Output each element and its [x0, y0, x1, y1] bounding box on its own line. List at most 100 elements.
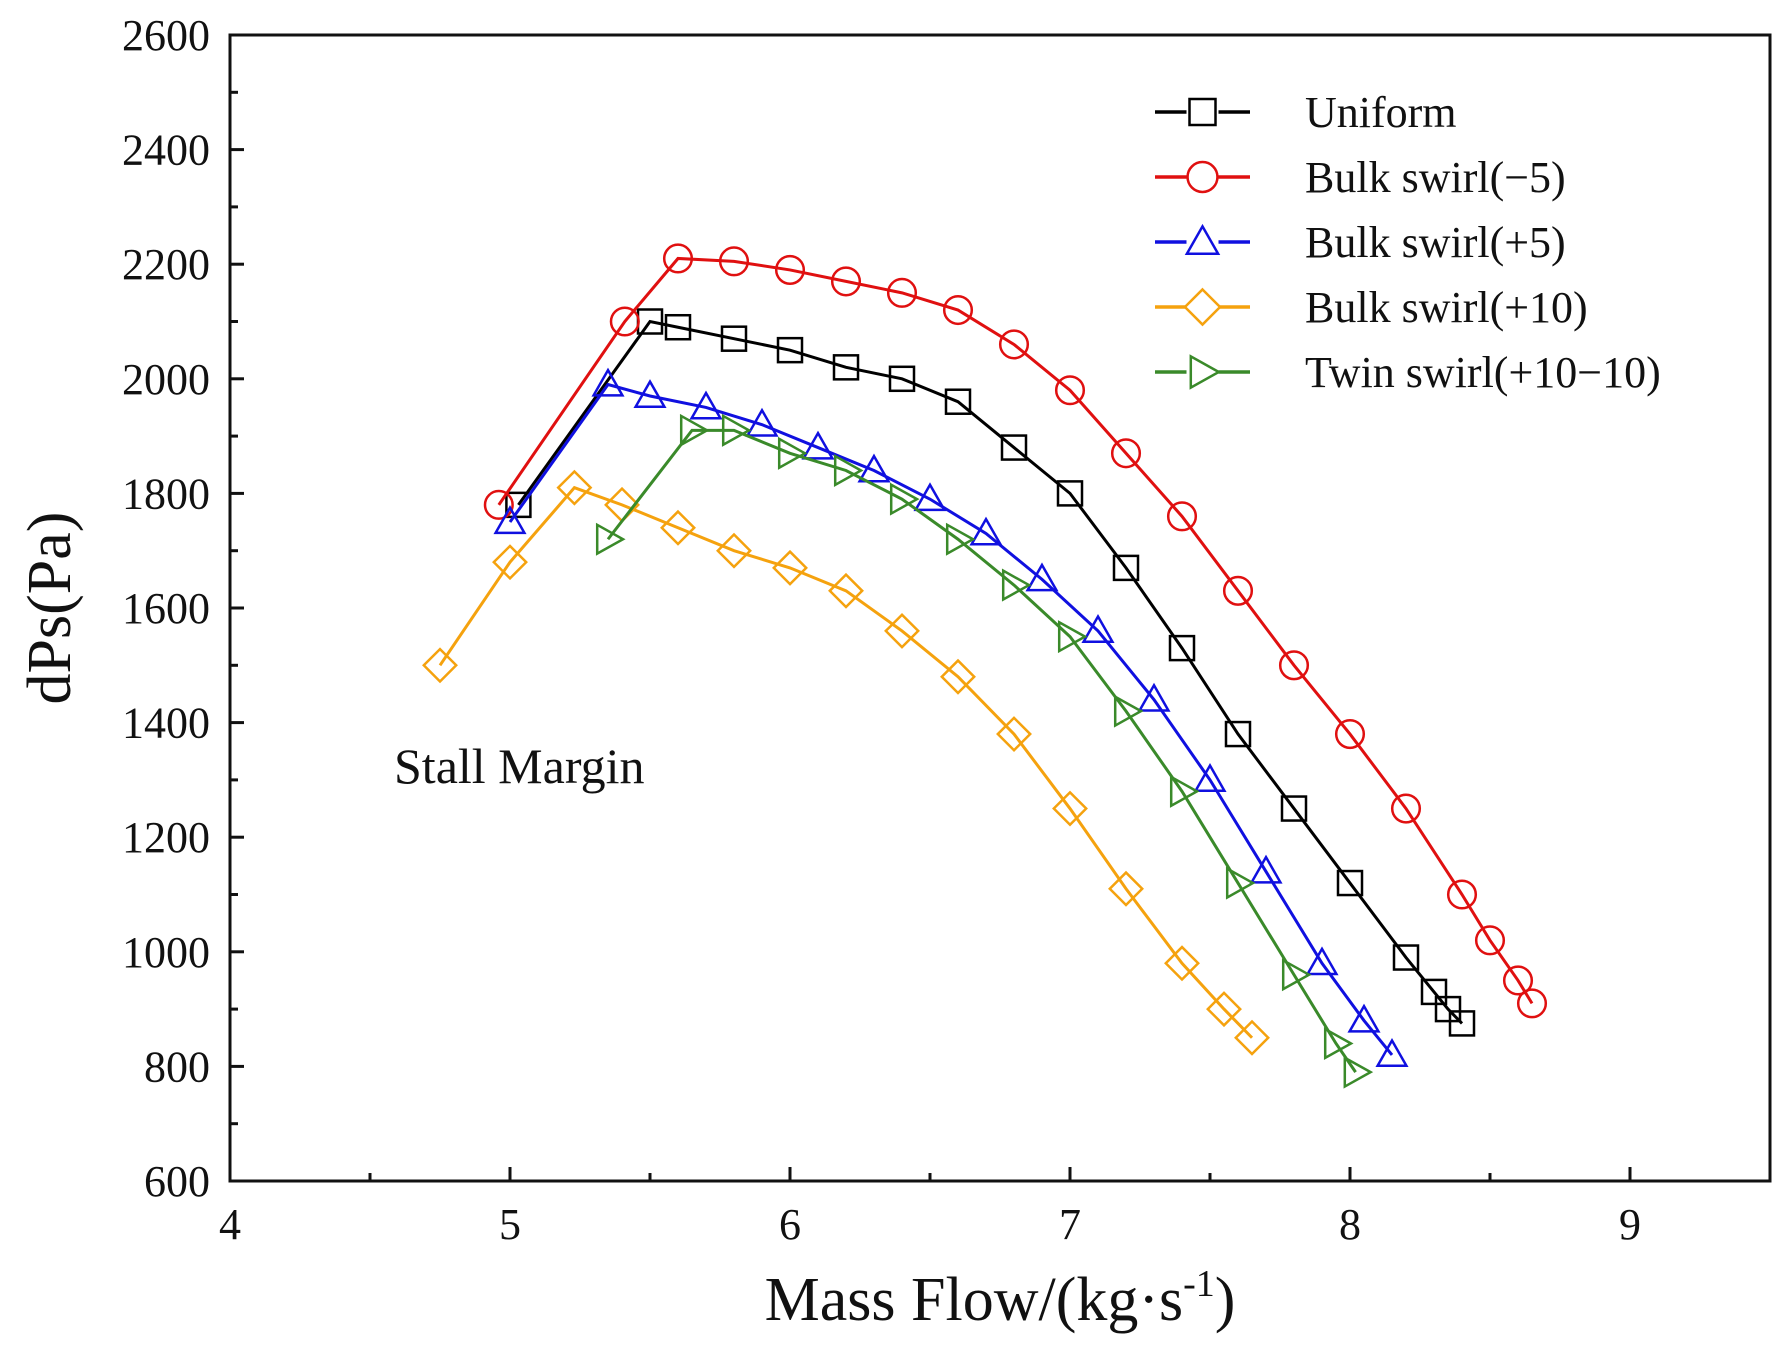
x-axis-title-sup: -1 [1183, 1263, 1215, 1305]
x-tick-label: 7 [1059, 1200, 1081, 1249]
data-point [633, 379, 667, 409]
x-axis-title-main: Mass Flow/(kg·s [765, 1266, 1184, 1334]
x-tick-label: 6 [779, 1200, 801, 1249]
legend-label: Bulk swirl(+5) [1305, 218, 1566, 267]
data-point [830, 266, 862, 297]
y-tick-label: 2200 [122, 240, 210, 289]
y-tick-label: 1800 [122, 469, 210, 518]
legend-item: Bulk swirl(+10) [1155, 283, 1588, 332]
legend-marker [1188, 97, 1217, 127]
series-line [606, 428, 1357, 1073]
y-tick-label: 1200 [122, 813, 210, 862]
data-point [996, 716, 1032, 753]
data-point [998, 329, 1030, 360]
data-point [1234, 1019, 1270, 1056]
data-point [483, 489, 514, 520]
y-tick-label: 1400 [122, 699, 210, 748]
data-point [1169, 774, 1200, 808]
data-point [595, 522, 626, 556]
legend-label: Bulk swirl(−5) [1305, 153, 1566, 202]
series-1 [483, 243, 1548, 1019]
data-point [1112, 554, 1140, 582]
data-point [1193, 762, 1227, 792]
data-point [1305, 946, 1339, 976]
series-4 [595, 413, 1374, 1089]
data-point [505, 491, 532, 519]
x-tick-label: 4 [219, 1200, 241, 1249]
legend-item: Bulk swirl(−5) [1155, 153, 1566, 202]
data-point [1347, 1003, 1381, 1033]
data-point [1025, 562, 1059, 592]
stall-margin-annotation: Stall Margin [394, 738, 644, 794]
data-point [1474, 925, 1506, 956]
series-line [517, 319, 1464, 1025]
data-point [1375, 1038, 1409, 1067]
legend-item: Bulk swirl(+5) [1155, 218, 1566, 267]
y-tick-label: 2600 [122, 11, 210, 60]
data-point [609, 306, 640, 337]
data-point [1137, 682, 1171, 712]
data-point [969, 516, 1003, 546]
data-point [689, 390, 723, 420]
data-point [945, 522, 976, 556]
data-point [1278, 650, 1310, 681]
data-point [745, 407, 779, 437]
series-layer [422, 243, 1548, 1089]
data-point [857, 453, 891, 483]
data-point [1056, 480, 1084, 507]
data-point [1343, 1055, 1374, 1089]
data-point [774, 254, 806, 285]
data-point [1434, 995, 1462, 1023]
legend-marker [1186, 160, 1219, 194]
legend-marker-bg [1186, 291, 1219, 323]
series-line [508, 382, 1394, 1056]
data-point [720, 325, 748, 352]
data-point [1113, 694, 1144, 728]
plot-frame [228, 33, 1772, 1183]
data-point [716, 532, 752, 569]
data-point [721, 413, 752, 447]
data-point [422, 647, 458, 684]
y-tick-label: 1000 [122, 928, 210, 977]
data-point [1166, 501, 1198, 532]
data-point [1222, 575, 1254, 606]
series-2 [493, 367, 1409, 1067]
data-point [591, 367, 625, 397]
data-point [1502, 965, 1534, 996]
data-point [1446, 879, 1478, 910]
data-point [1249, 854, 1283, 884]
data-point [940, 658, 976, 695]
data-point [1164, 945, 1200, 982]
y-tick-label: 2400 [122, 126, 210, 175]
legend-marker-bg [1186, 96, 1219, 128]
data-point [1420, 978, 1448, 1006]
data-point [1336, 869, 1364, 897]
data-point [942, 294, 974, 326]
data-point [556, 469, 593, 506]
y-axis-title: dPs(Pa) [16, 512, 84, 705]
data-point [828, 572, 864, 609]
legend-label: Bulk swirl(+10) [1305, 283, 1588, 332]
y-tick-label: 1600 [122, 584, 210, 633]
legend-label: Uniform [1305, 88, 1457, 137]
axis-ticks: 4 5 6 7 8 9 600 800 1000 1200 1400 1600 1800 2000 2200… [122, 11, 1641, 1249]
data-point [718, 246, 750, 277]
data-point [679, 413, 710, 447]
data-point [833, 453, 864, 488]
data-point [832, 354, 860, 381]
data-point [660, 509, 696, 546]
data-point [1225, 866, 1256, 900]
data-point [1081, 614, 1115, 643]
data-point [776, 336, 804, 364]
y-tick-label: 2000 [122, 355, 210, 404]
x-tick-label: 9 [1619, 1200, 1641, 1249]
data-point [777, 436, 808, 470]
legend: Uniform Bulk swirl(−5) Bulk swirl(+5) Bulk … [1155, 88, 1661, 397]
data-point [944, 388, 972, 415]
data-point [1206, 991, 1242, 1028]
data-point [662, 243, 694, 274]
data-point [1054, 375, 1086, 406]
data-point [1334, 719, 1366, 750]
data-point [1000, 434, 1028, 461]
